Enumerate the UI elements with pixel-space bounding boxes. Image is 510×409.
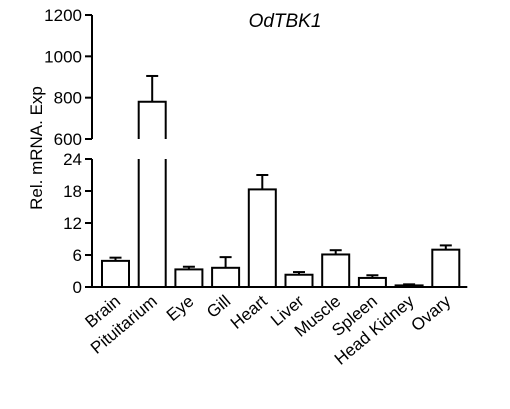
y-tick-lower-6-label: 6 — [73, 246, 82, 265]
bar-6 — [321, 253, 351, 288]
x-tick-label-9: Ovary — [407, 291, 454, 335]
x-tick-label-2: Eye — [163, 292, 198, 325]
chart-title: OdTBK1 — [249, 11, 322, 32]
bar-1-upper — [137, 100, 167, 139]
y-tick-lower-0-label: 0 — [73, 278, 82, 297]
y-tick-lower-18-label: 18 — [63, 182, 82, 201]
bar-9 — [431, 248, 461, 289]
y-tick-lower-12-label: 12 — [63, 214, 82, 233]
y-tick-upper-1000-label: 1000 — [44, 47, 82, 66]
bar-7 — [357, 276, 387, 288]
bar-5 — [284, 273, 314, 289]
bar-3 — [211, 266, 241, 288]
bar-0 — [101, 259, 130, 289]
bars — [101, 74, 461, 289]
y-tick-lower-24-label: 24 — [63, 150, 82, 169]
y-tick-upper-600-label: 600 — [54, 130, 82, 149]
bar-2 — [174, 268, 204, 288]
bar-4 — [247, 188, 277, 288]
y-tick-upper-1200-label: 1200 — [44, 6, 82, 25]
x-tick-label-4: Heart — [227, 291, 271, 332]
y-tick-upper-800-label: 800 — [54, 89, 82, 108]
bar-8 — [394, 284, 424, 288]
bar-1-lower — [137, 159, 167, 288]
y-axis-label: Rel. mRNA. Exp — [27, 86, 46, 210]
